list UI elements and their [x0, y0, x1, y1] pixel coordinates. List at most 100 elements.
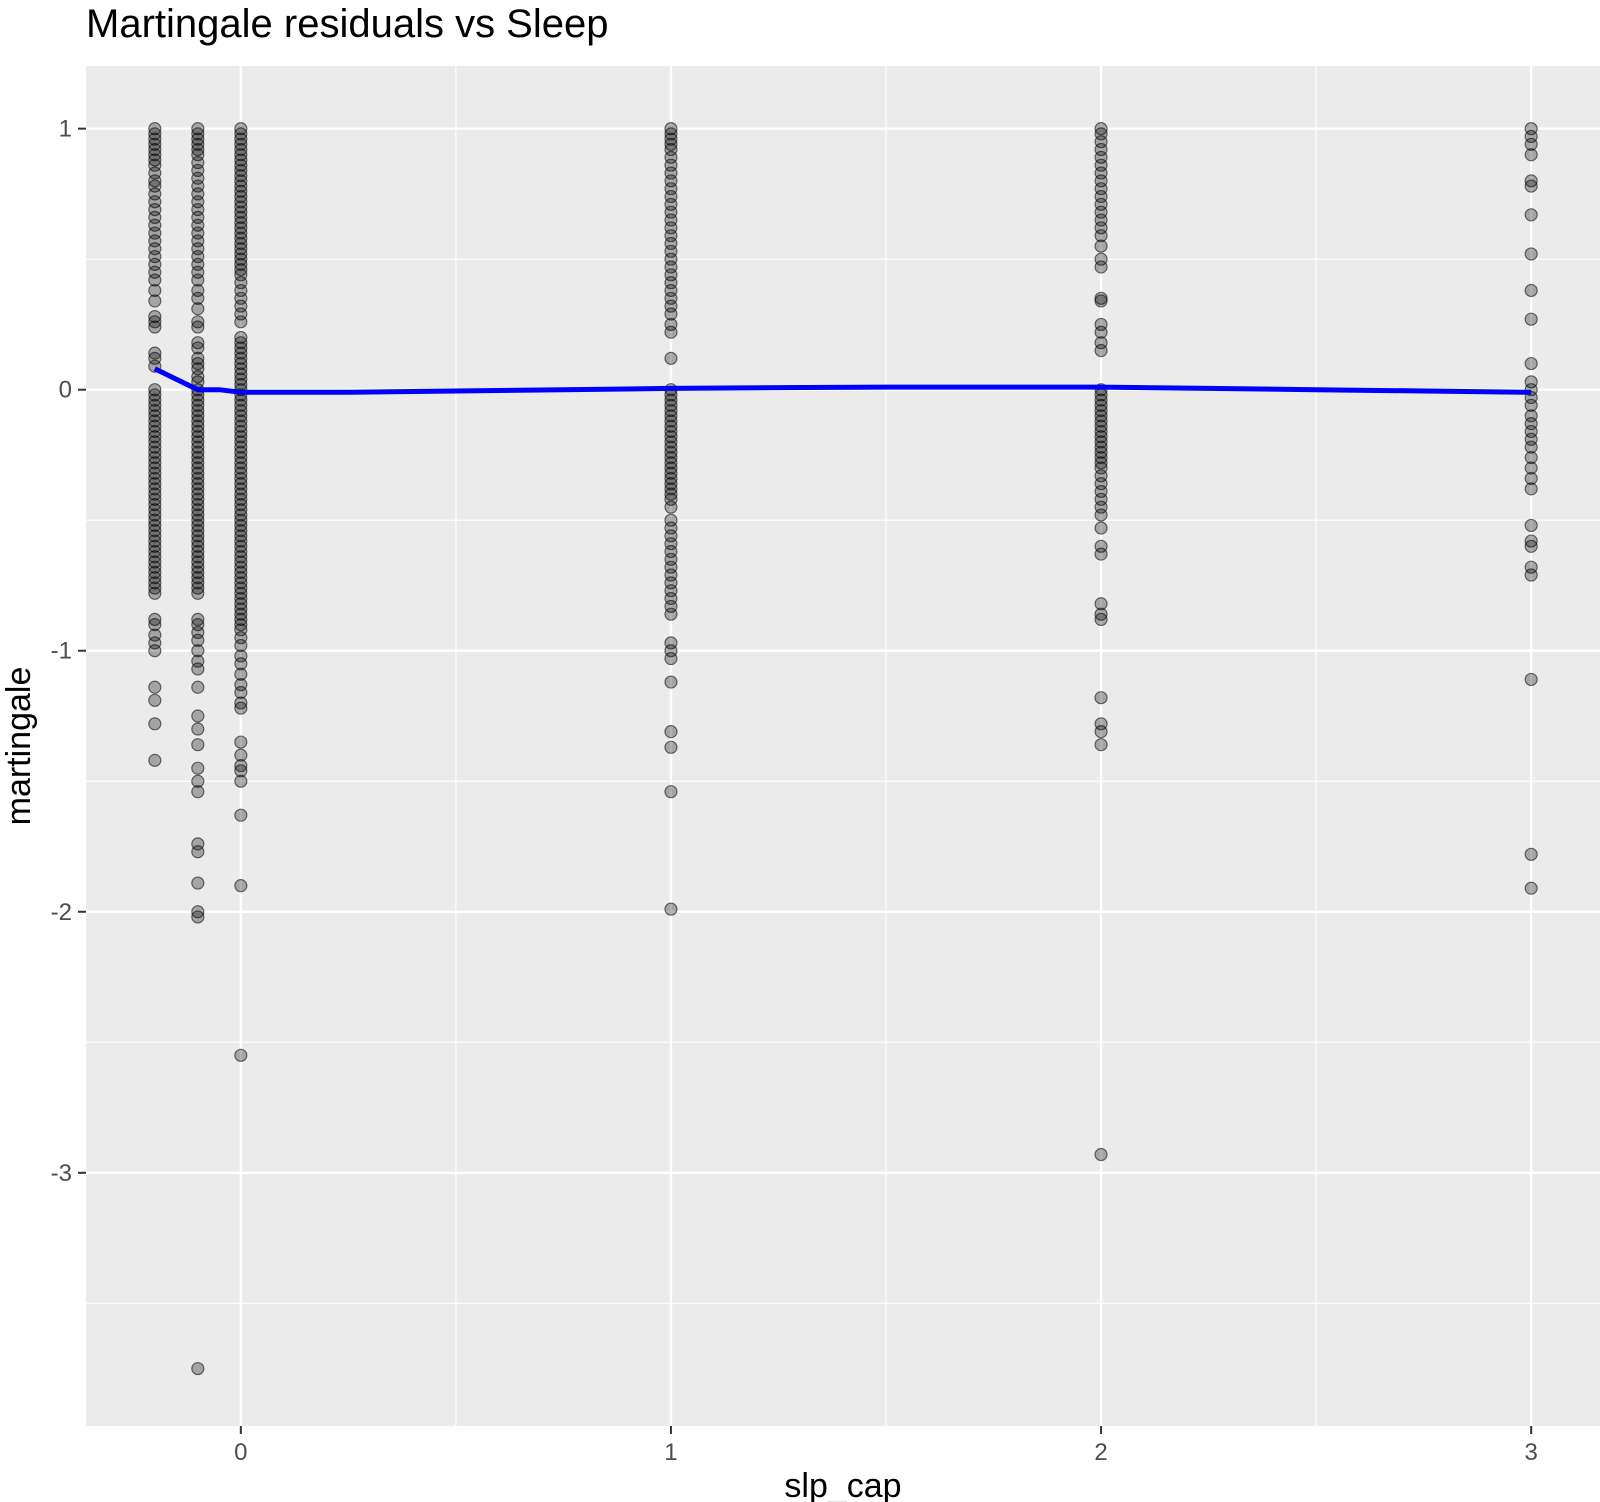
data-point	[148, 560, 162, 574]
data-point	[148, 471, 162, 486]
data-point	[234, 560, 248, 574]
data-point	[148, 148, 162, 162]
data-point	[234, 607, 248, 621]
data-point	[148, 419, 162, 433]
data-point	[191, 435, 205, 449]
data-point	[191, 560, 205, 574]
data-point	[148, 717, 162, 731]
data-point	[234, 163, 248, 178]
y-axis-label: martingale	[0, 667, 38, 826]
data-point	[1524, 672, 1538, 687]
data-point	[148, 122, 162, 136]
data-point	[191, 450, 205, 465]
data-point	[148, 680, 162, 694]
data-point	[664, 675, 678, 689]
data-point	[234, 524, 248, 538]
data-point	[191, 351, 205, 365]
y-tick-label: 1	[59, 116, 72, 143]
data-point	[234, 657, 248, 671]
data-point	[664, 740, 678, 754]
data-point	[234, 153, 248, 167]
data-point	[1524, 398, 1538, 412]
data-point	[234, 748, 248, 762]
residual-points	[148, 122, 1538, 1376]
data-point	[664, 393, 678, 407]
data-point	[191, 291, 205, 305]
data-point	[148, 550, 162, 564]
data-point	[1524, 179, 1538, 193]
data-point	[234, 445, 248, 459]
data-point	[1094, 239, 1108, 253]
data-point	[664, 785, 678, 799]
data-point	[234, 701, 248, 715]
data-point	[234, 555, 248, 569]
data-point	[1094, 260, 1108, 274]
data-point	[234, 539, 248, 553]
data-point	[1094, 725, 1108, 739]
data-point	[234, 758, 248, 773]
data-point	[191, 122, 205, 136]
data-point	[234, 550, 248, 564]
data-point	[191, 142, 205, 157]
data-point	[148, 137, 162, 151]
data-point	[148, 445, 162, 459]
data-point	[191, 424, 205, 439]
data-point	[191, 393, 205, 407]
data-point	[191, 487, 205, 501]
data-point	[1094, 435, 1108, 449]
data-point	[148, 430, 162, 444]
data-point	[234, 403, 248, 418]
data-point	[664, 651, 678, 666]
data-point	[1524, 539, 1538, 553]
data-point	[1094, 1147, 1108, 1162]
data-point	[148, 477, 162, 491]
data-point	[191, 529, 205, 543]
data-point	[1524, 283, 1538, 298]
data-point	[1524, 208, 1538, 222]
data-point	[234, 257, 248, 271]
data-point	[191, 662, 205, 676]
data-point	[148, 576, 162, 590]
data-point	[148, 409, 162, 423]
data-point	[664, 487, 678, 501]
data-point	[1094, 445, 1108, 459]
data-point	[234, 398, 248, 412]
data-point	[664, 725, 678, 739]
data-point	[191, 477, 205, 491]
data-point	[148, 450, 162, 465]
data-point	[191, 586, 205, 600]
data-point	[234, 696, 248, 710]
data-point	[1524, 148, 1538, 162]
data-point	[664, 414, 678, 428]
data-point	[1524, 471, 1538, 486]
data-point	[1524, 440, 1538, 454]
x-tick-label: 2	[1094, 1439, 1107, 1466]
data-point	[148, 518, 162, 533]
data-point	[664, 127, 678, 141]
data-point	[234, 122, 248, 136]
data-point	[1094, 403, 1108, 418]
data-point	[1094, 508, 1108, 522]
data-point	[1094, 521, 1108, 535]
data-point	[148, 513, 162, 527]
data-point	[234, 492, 248, 506]
data-point	[1094, 597, 1108, 611]
data-point	[234, 127, 248, 141]
data-point	[234, 200, 248, 214]
data-point	[148, 555, 162, 569]
data-point	[191, 761, 205, 775]
data-point	[148, 435, 162, 449]
data-point	[234, 158, 248, 172]
data-point	[234, 330, 248, 345]
data-point	[234, 315, 248, 329]
data-point	[234, 132, 248, 146]
data-point	[191, 302, 205, 316]
data-point	[1094, 738, 1108, 752]
data-point	[234, 667, 248, 681]
data-point	[1524, 174, 1538, 188]
data-point	[664, 471, 678, 486]
data-point	[191, 445, 205, 459]
data-point	[191, 905, 205, 919]
data-point	[191, 633, 205, 647]
